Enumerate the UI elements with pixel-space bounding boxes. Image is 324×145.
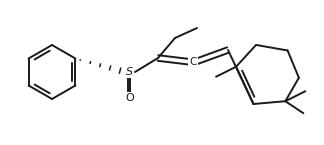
Text: S: S (126, 67, 133, 77)
Text: O: O (126, 93, 134, 103)
Text: C: C (189, 57, 197, 67)
